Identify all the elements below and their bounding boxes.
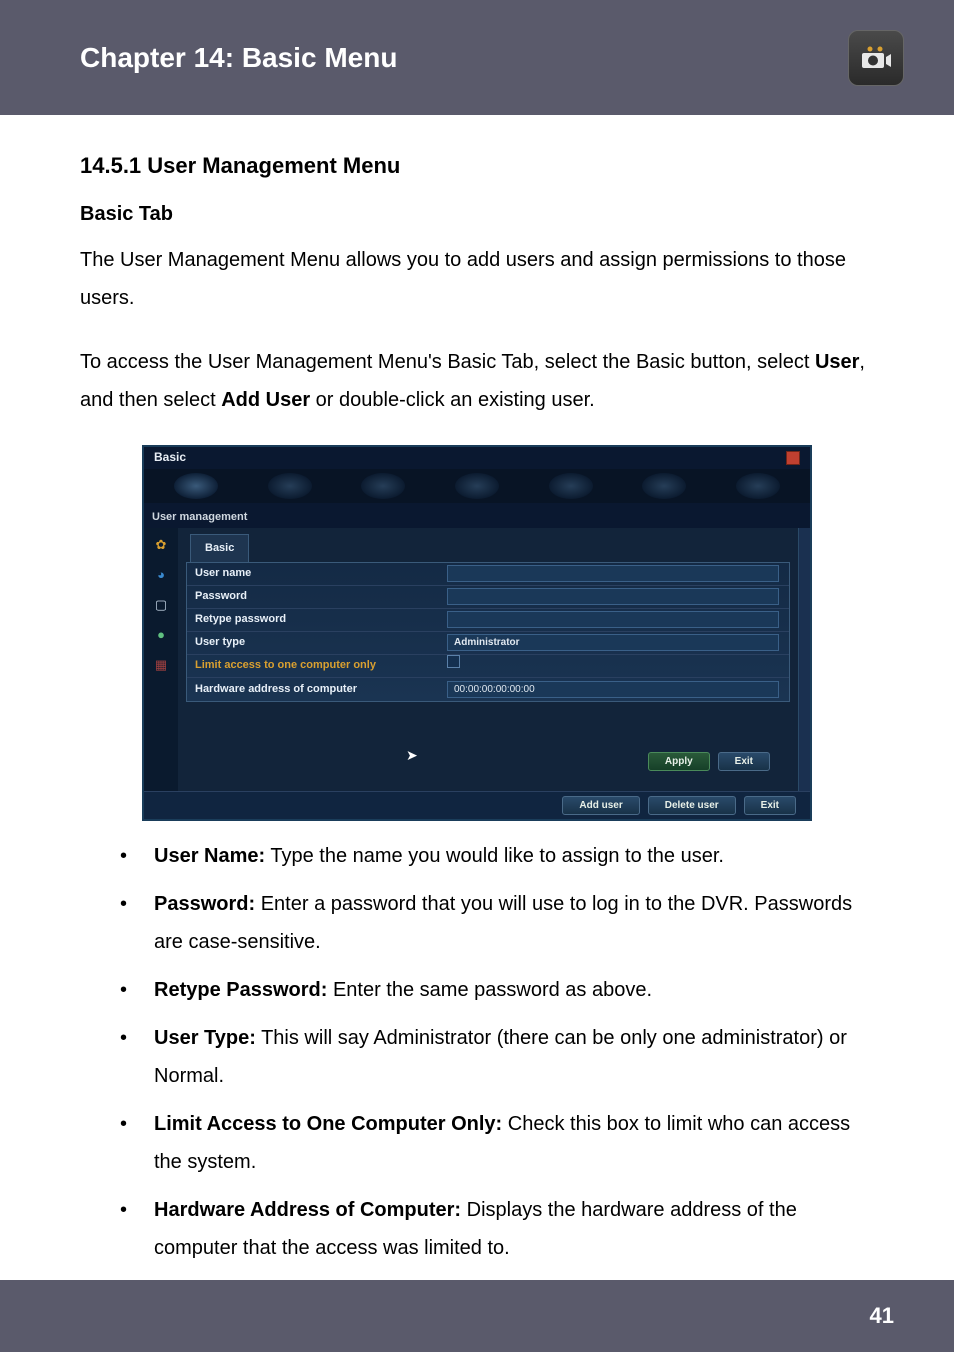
section-heading: 14.5.1 User Management Menu [80,145,874,187]
clock-icon[interactable]: ◕ [151,566,171,586]
page-number: 41 [870,1303,894,1329]
bullet-title: User Type: [154,1027,256,1049]
dvr-titlebar: Basic [144,447,810,469]
list-item: Retype Password: Enter the same password… [120,971,874,1009]
bullet-desc: Type the name you would like to assign t… [265,845,724,867]
delete-user-button[interactable]: Delete user [648,796,736,815]
dvr-window-title: Basic [154,446,186,469]
exit-outer-button[interactable]: Exit [744,796,796,815]
user-icon[interactable]: ▦ [151,656,171,676]
screenshot-container: Basic User management ✿ ◕ ▢ ● ▦ [80,445,874,821]
dvr-bottom-bar: Add user Delete user Exit [144,791,810,819]
exit-inner-button[interactable]: Exit [718,752,770,771]
scrollbar[interactable] [798,528,810,791]
category-icon[interactable] [455,473,499,499]
row-username: User name [187,563,789,586]
category-icon[interactable] [361,473,405,499]
row-hwaddr: Hardware address of computer [187,678,789,701]
bullet-title: User Name: [154,845,265,867]
bullet-title: Hardware Address of Computer: [154,1199,461,1221]
chapter-header: Chapter 14: Basic Menu [0,0,954,115]
p2-bold-1: User [815,351,859,373]
monitor-icon[interactable]: ▢ [151,596,171,616]
list-item: Limit Access to One Computer Only: Check… [120,1105,874,1181]
camera-icon [848,30,904,86]
category-icon[interactable] [174,473,218,499]
row-password: Password [187,586,789,609]
input-hwaddr[interactable] [447,681,779,698]
bullet-desc: This will say Administrator (there can b… [154,1027,847,1087]
category-icon[interactable] [268,473,312,499]
row-usertype: User type [187,632,789,655]
label-usertype: User type [187,632,447,653]
list-item: Password: Enter a password that you will… [120,885,874,961]
bullet-title: Password: [154,893,255,915]
close-icon[interactable] [786,451,800,465]
p2-text-e: or double-click an existing user. [310,389,595,411]
section-subheading: Basic Tab [80,195,874,233]
row-limitaccess: Limit access to one computer only [187,655,789,678]
input-retype[interactable] [447,611,779,628]
label-password: Password [187,586,447,607]
select-usertype[interactable] [447,634,779,651]
label-retype: Retype password [187,609,447,630]
dvr-body: ✿ ◕ ▢ ● ▦ Basic User name Password [144,528,810,791]
chapter-title: Chapter 14: Basic Menu [80,42,397,74]
page-footer: 41 [0,1280,954,1352]
dvr-breadcrumb: User management [144,503,810,528]
dvr-main-panel: Basic User name Password Retype password [178,528,798,791]
label-username: User name [187,563,447,584]
dvr-sidebar: ✿ ◕ ▢ ● ▦ [144,528,178,791]
label-limitaccess: Limit access to one computer only [187,655,447,676]
input-password[interactable] [447,588,779,605]
intro-paragraph-1: The User Management Menu allows you to a… [80,241,874,317]
record-icon[interactable]: ● [151,626,171,646]
bullet-title: Retype Password: [154,979,327,1001]
bullet-title: Limit Access to One Computer Only: [154,1113,502,1135]
cursor-icon: ➤ [406,742,418,769]
dvr-inner-buttons: ➤ Apply Exit [186,702,790,781]
tab-basic[interactable]: Basic [190,534,249,562]
p2-text-a: To access the User Management Menu's Bas… [80,351,815,373]
bullet-list: User Name: Type the name you would like … [80,837,874,1267]
apply-button[interactable]: Apply [648,752,710,771]
bullet-desc: Enter the same password as above. [327,979,652,1001]
checkbox-limitaccess[interactable] [447,655,460,668]
page-content: 14.5.1 User Management Menu Basic Tab Th… [0,115,954,1267]
add-user-button[interactable]: Add user [562,796,639,815]
bullet-desc: Enter a password that you will use to lo… [154,893,852,953]
dvr-category-icons [144,469,810,503]
row-retype: Retype password [187,609,789,632]
list-item: Hardware Address of Computer: Displays t… [120,1191,874,1267]
input-username[interactable] [447,565,779,582]
dvr-form-panel: User name Password Retype password [186,562,790,702]
category-icon[interactable] [642,473,686,499]
label-hwaddr: Hardware address of computer [187,679,447,700]
list-item: User Type: This will say Administrator (… [120,1019,874,1095]
p2-bold-2: Add User [221,389,310,411]
dvr-window: Basic User management ✿ ◕ ▢ ● ▦ [142,445,812,821]
gear-icon[interactable]: ✿ [151,536,171,556]
category-icon[interactable] [549,473,593,499]
category-icon[interactable] [736,473,780,499]
list-item: User Name: Type the name you would like … [120,837,874,875]
intro-paragraph-2: To access the User Management Menu's Bas… [80,343,874,419]
